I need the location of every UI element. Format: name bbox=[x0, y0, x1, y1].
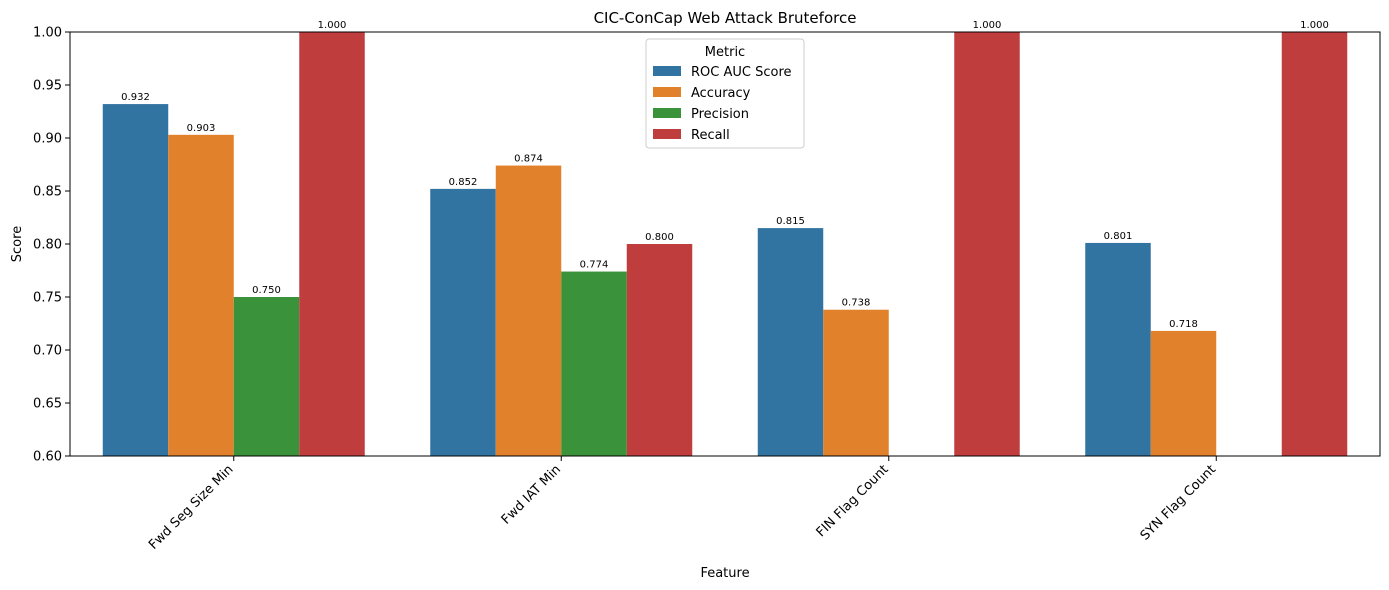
x-tick-label: FIN Flag Count bbox=[814, 462, 892, 540]
y-tick-label: 0.90 bbox=[33, 132, 62, 147]
bar bbox=[299, 32, 365, 456]
bar bbox=[561, 271, 627, 456]
legend-frame bbox=[645, 38, 805, 149]
bar bbox=[626, 244, 693, 456]
bar-value-label: 1.000 bbox=[318, 20, 347, 31]
bar bbox=[1150, 330, 1217, 456]
bar bbox=[1281, 32, 1348, 456]
bar bbox=[430, 188, 496, 456]
x-tick-label: Fwd Seg Size Min bbox=[146, 462, 237, 553]
x-tick-label: Fwd IAT Min bbox=[499, 462, 564, 527]
x-axis-title: Feature bbox=[700, 566, 749, 581]
bar-value-label: 0.815 bbox=[776, 216, 805, 227]
bar-value-label: 0.852 bbox=[449, 177, 478, 188]
bar bbox=[168, 134, 234, 456]
bar-value-label: 0.903 bbox=[187, 123, 216, 134]
chart-title: CIC-ConCap Web Attack Bruteforce bbox=[594, 9, 857, 27]
bar-value-label: 1.000 bbox=[1300, 20, 1329, 31]
legend-label: Accuracy bbox=[691, 86, 751, 101]
x-axis: Fwd Seg Size Min Fwd IAT Min FIN Flag Coun… bbox=[146, 456, 1219, 553]
bar-value-label: 0.774 bbox=[580, 260, 609, 271]
y-tick-label: 0.80 bbox=[33, 238, 62, 253]
y-tick-label: 0.60 bbox=[33, 450, 62, 465]
plot-frame bbox=[69, 31, 1381, 457]
bar bbox=[495, 165, 562, 456]
legend-swatch bbox=[653, 129, 681, 139]
y-axis-title: Score bbox=[10, 226, 25, 262]
bar bbox=[102, 104, 169, 456]
bar-value-label: 0.800 bbox=[645, 232, 674, 243]
legend-title: Metric bbox=[705, 45, 745, 60]
bar bbox=[954, 32, 1020, 456]
y-tick-label: 0.65 bbox=[33, 397, 62, 412]
y-tick-label: 1.00 bbox=[33, 26, 62, 41]
bar bbox=[823, 309, 889, 456]
bar-value-label: 0.718 bbox=[1169, 319, 1198, 330]
legend-swatch bbox=[653, 108, 681, 118]
x-tick-label: SYN Flag Count bbox=[1138, 462, 1219, 543]
bar bbox=[1085, 242, 1151, 456]
legend-swatch bbox=[653, 87, 681, 97]
bar-value-label: 1.000 bbox=[973, 20, 1002, 31]
bar bbox=[757, 228, 824, 456]
bar-value-label: 0.932 bbox=[121, 92, 150, 103]
bar-value-label: 0.750 bbox=[252, 285, 281, 296]
legend-label: Precision bbox=[691, 107, 749, 122]
legend-label: ROC AUC Score bbox=[691, 65, 792, 80]
y-axis: 0.60 0.65 0.70 0.75 0.80 0.85 0.90 0.95 1.00 bbox=[33, 26, 70, 465]
bar-value-label: 0.874 bbox=[514, 154, 543, 165]
bars-layer: 0.932 0.852 0.815 0.801 0.903 0.874 0.738 0.718… bbox=[102, 20, 1348, 456]
y-tick-label: 0.70 bbox=[33, 344, 62, 359]
legend: Metric ROC AUC Score Accuracy Precision Rec… bbox=[645, 38, 805, 149]
y-tick-label: 0.75 bbox=[33, 291, 62, 306]
y-tick-label: 0.95 bbox=[33, 79, 62, 94]
y-tick-label: 0.85 bbox=[33, 185, 62, 200]
legend-swatch bbox=[653, 66, 681, 76]
bar-value-label: 0.801 bbox=[1104, 231, 1133, 242]
bar bbox=[233, 297, 300, 456]
legend-label: Recall bbox=[691, 128, 730, 143]
bar-value-label: 0.738 bbox=[842, 298, 871, 309]
